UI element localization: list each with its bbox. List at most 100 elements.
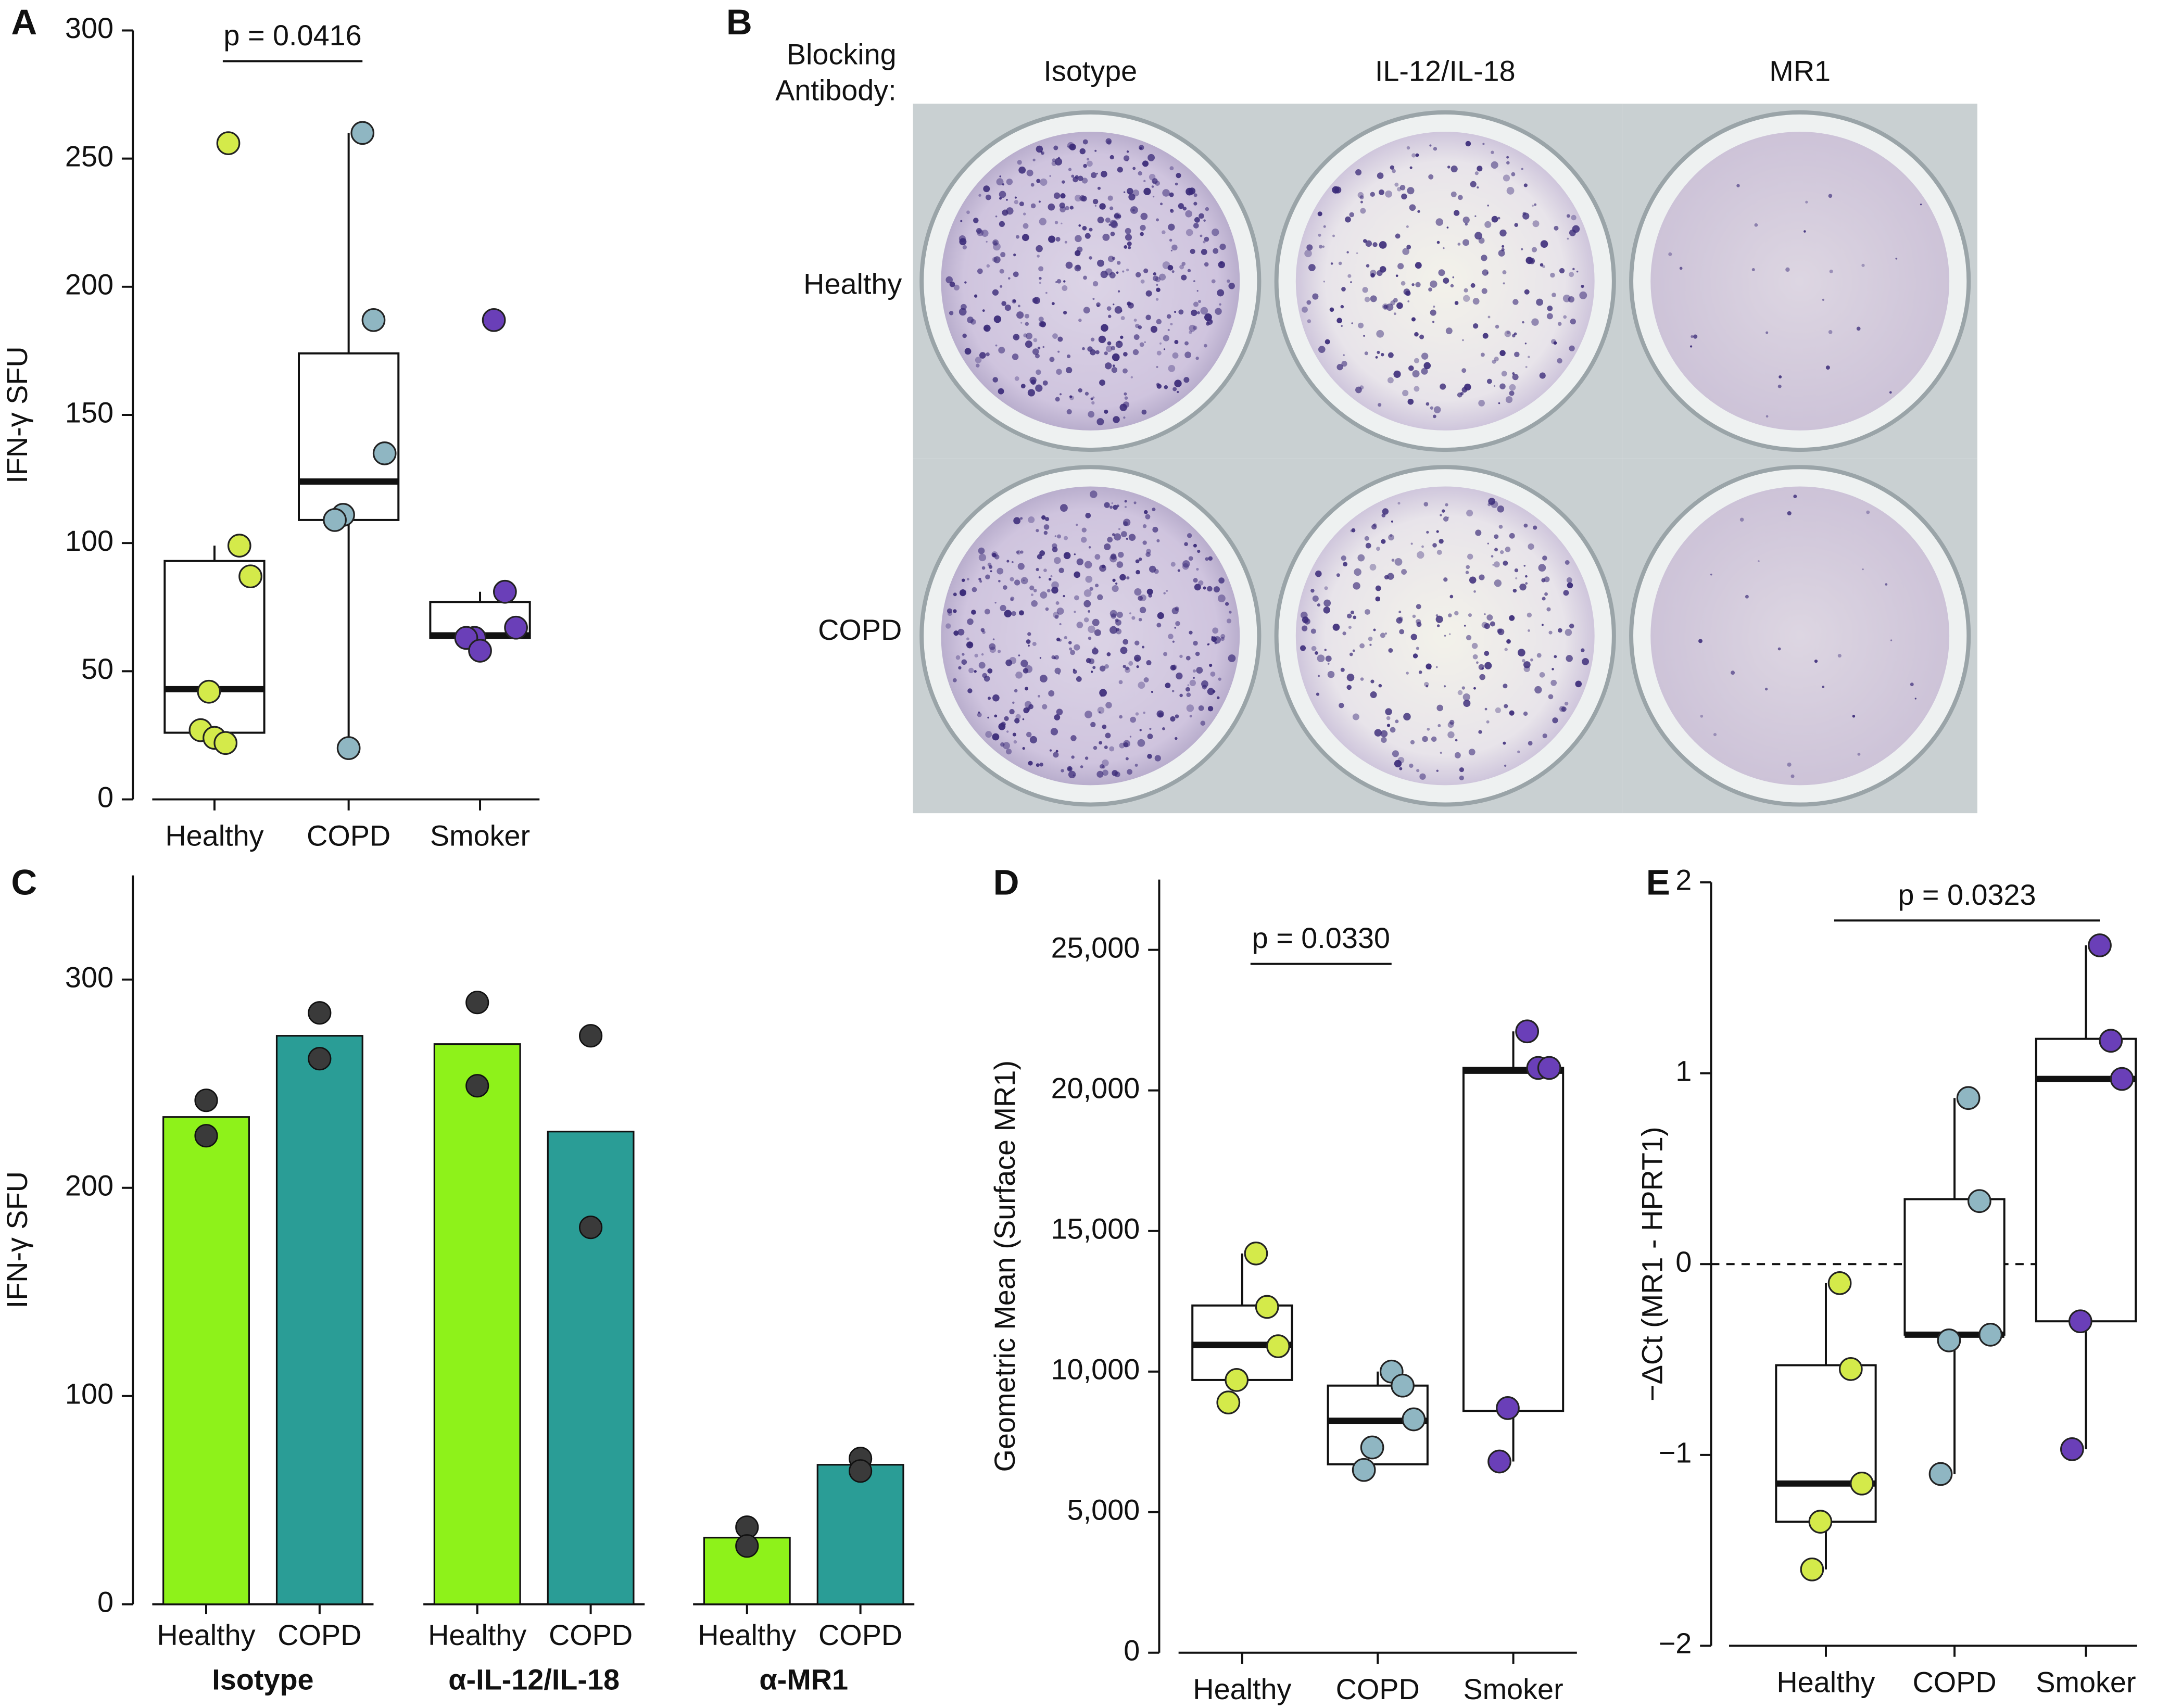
spot xyxy=(1514,351,1520,358)
spot xyxy=(1060,193,1066,199)
spot xyxy=(1118,551,1124,558)
spot xyxy=(1350,281,1352,283)
spot xyxy=(981,653,984,656)
spot xyxy=(1050,575,1053,577)
spot xyxy=(1317,211,1322,217)
spot xyxy=(1193,223,1199,229)
spot xyxy=(1393,298,1398,303)
spot xyxy=(1406,225,1409,228)
y-tick-label: 100 xyxy=(65,1377,114,1410)
spot xyxy=(1459,775,1464,781)
spot xyxy=(1114,306,1123,314)
spot xyxy=(1359,195,1364,200)
panel-letter: E xyxy=(1646,862,1670,903)
spot xyxy=(1109,505,1113,509)
spot xyxy=(1036,179,1041,183)
spot xyxy=(1092,396,1095,399)
spot xyxy=(1509,710,1515,716)
spot xyxy=(1457,195,1463,200)
spot xyxy=(1536,653,1542,658)
spot xyxy=(1575,680,1582,688)
spot xyxy=(1436,549,1442,555)
spot xyxy=(1099,379,1105,386)
spot xyxy=(1030,593,1033,597)
spot xyxy=(1123,352,1128,357)
box xyxy=(1775,1364,1877,1523)
spot xyxy=(1164,385,1168,389)
spot xyxy=(1097,594,1103,600)
spot xyxy=(1785,267,1790,272)
spot xyxy=(1139,342,1144,347)
spot xyxy=(1166,314,1171,319)
spot xyxy=(1409,204,1416,211)
spot xyxy=(1064,636,1067,640)
spot xyxy=(1143,268,1149,273)
spot xyxy=(1554,655,1557,659)
spot xyxy=(1069,647,1073,651)
spot xyxy=(1392,169,1396,173)
spot xyxy=(1126,150,1129,153)
spot xyxy=(1212,228,1219,236)
spot xyxy=(1378,684,1382,688)
x-tick-label: Smoker xyxy=(2036,1666,2136,1699)
spot xyxy=(1170,209,1173,212)
spot xyxy=(1520,248,1523,250)
spot xyxy=(1432,543,1437,548)
spot xyxy=(1324,586,1328,590)
data-point xyxy=(372,441,397,465)
spot xyxy=(1315,651,1318,655)
spot xyxy=(1329,307,1334,312)
spot xyxy=(999,191,1006,198)
spot xyxy=(1094,629,1101,636)
spot xyxy=(1088,625,1095,634)
p-value: p = 0.0323 xyxy=(1898,878,2036,911)
spot xyxy=(1049,357,1055,362)
spot xyxy=(1430,280,1437,288)
spot xyxy=(1512,374,1519,381)
panel-letter: A xyxy=(11,2,37,42)
spot xyxy=(1082,225,1087,231)
spot xyxy=(1013,334,1020,340)
spot xyxy=(1494,561,1500,568)
y-tick-label: 200 xyxy=(65,268,114,301)
spot xyxy=(962,653,965,656)
spot xyxy=(992,289,999,296)
spot xyxy=(1546,313,1553,320)
spot xyxy=(1341,361,1347,367)
spot xyxy=(1096,418,1104,426)
spot xyxy=(1143,510,1148,514)
spot xyxy=(1088,658,1095,665)
spot xyxy=(1156,384,1162,389)
spot xyxy=(1396,302,1403,309)
spot xyxy=(1090,397,1093,400)
box xyxy=(1903,1198,2006,1336)
spot xyxy=(1325,655,1332,662)
spot xyxy=(1443,247,1445,249)
spot xyxy=(1107,537,1113,543)
spot xyxy=(1323,281,1325,283)
spot xyxy=(1504,704,1508,708)
x-tick-label: Smoker xyxy=(1463,1673,1563,1705)
spot xyxy=(1017,160,1022,165)
y-tick-label: 100 xyxy=(65,524,114,557)
spot xyxy=(1569,623,1574,629)
spot xyxy=(1300,645,1306,651)
spot xyxy=(1470,283,1476,288)
data-point xyxy=(1838,1357,1863,1381)
spot xyxy=(1316,692,1320,696)
spot xyxy=(1209,320,1213,323)
spot xyxy=(1179,693,1183,698)
spot xyxy=(1162,230,1166,234)
spot xyxy=(1151,691,1153,693)
spot xyxy=(1499,350,1506,357)
spot xyxy=(1000,742,1005,747)
spot xyxy=(1325,339,1330,345)
spot xyxy=(1063,552,1071,560)
spot xyxy=(1691,335,1694,338)
spot xyxy=(1059,623,1062,626)
y-tick-label: 5,000 xyxy=(1067,1493,1140,1526)
spot xyxy=(1129,736,1132,738)
spot xyxy=(1209,664,1213,667)
y-tick-label: −2 xyxy=(1659,1627,1692,1660)
